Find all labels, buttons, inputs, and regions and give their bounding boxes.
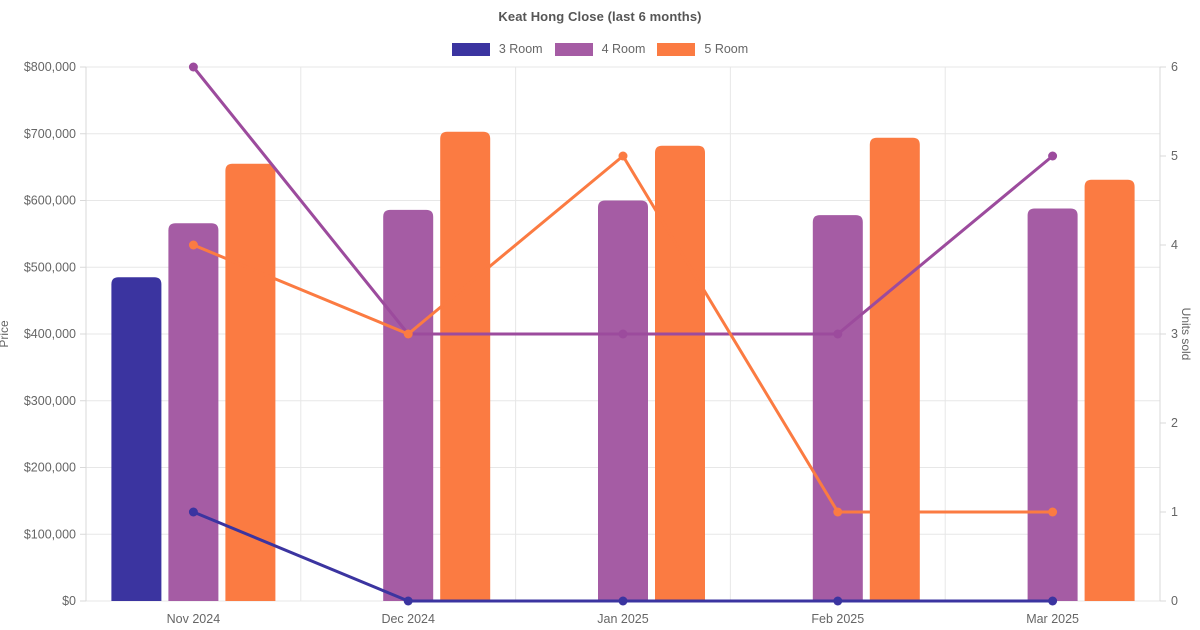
legend-label-4-room: 4 Room — [601, 42, 646, 56]
y-left-tick-label: $100,000 — [24, 527, 76, 541]
bar-4-room-jan-2025 — [598, 200, 648, 601]
x-tick-label-jan-2025: Jan 2025 — [597, 612, 648, 626]
y-right-tick-label: 2 — [1171, 416, 1178, 430]
x-tick-label-dec-2024: Dec 2024 — [381, 612, 435, 626]
y-left-tick-label: $600,000 — [24, 194, 76, 208]
point-5-room-nov-2024 — [188, 240, 198, 250]
legend-swatch-4-room-icon — [554, 42, 593, 56]
bar-4-room-mar-2025 — [1027, 208, 1078, 601]
y-right-tick-label: 5 — [1171, 149, 1178, 163]
legend: 3 Room 4 Room 5 Room — [0, 42, 1200, 56]
legend-label-5-room: 5 Room — [704, 42, 749, 56]
bar-4-room-nov-2024 — [168, 223, 219, 601]
bar-5-room-feb-2025 — [869, 137, 920, 601]
y-right-tick-label: 4 — [1171, 238, 1178, 252]
bar-4-room-feb-2025 — [812, 215, 863, 601]
legend-item-3-room[interactable]: 3 Room — [451, 42, 543, 56]
point-4-room-jan-2025 — [618, 329, 628, 339]
x-tick-label-nov-2024: Nov 2024 — [167, 612, 221, 626]
point-5-room-jan-2025 — [618, 151, 628, 161]
y-right-tick-label: 6 — [1171, 60, 1178, 74]
bar-5-room-mar-2025 — [1084, 179, 1135, 601]
point-3-room-feb-2025 — [833, 596, 843, 606]
bar-4-room-dec-2024 — [383, 209, 434, 601]
point-3-room-jan-2025 — [618, 596, 628, 606]
point-5-room-feb-2025 — [833, 507, 843, 517]
bar-5-room-dec-2024 — [440, 131, 491, 601]
y-right-tick-label: 3 — [1171, 327, 1178, 341]
legend-item-4-room[interactable]: 4 Room — [554, 42, 646, 56]
bar-5-room-jan-2025 — [655, 145, 705, 601]
legend-label-3-room: 3 Room — [498, 42, 543, 56]
x-tick-label-feb-2025: Feb 2025 — [811, 612, 864, 626]
point-3-room-nov-2024 — [188, 507, 198, 517]
y-right-tick-label: 0 — [1171, 594, 1178, 608]
y-left-tick-label: $500,000 — [24, 260, 76, 274]
point-5-room-dec-2024 — [403, 329, 413, 339]
point-3-room-dec-2024 — [403, 596, 413, 606]
legend-swatch-5-room-icon — [657, 42, 696, 56]
point-5-room-mar-2025 — [1048, 507, 1058, 517]
x-tick-label-mar-2025: Mar 2025 — [1026, 612, 1079, 626]
bar-3-room-nov-2024 — [111, 277, 162, 601]
y-left-tick-label: $700,000 — [24, 127, 76, 141]
legend-item-5-room[interactable]: 5 Room — [657, 42, 748, 56]
point-4-room-feb-2025 — [833, 329, 843, 339]
y-left-tick-label: $300,000 — [24, 394, 76, 408]
y-right-tick-label: 1 — [1171, 505, 1178, 519]
y-left-tick-label: $400,000 — [24, 327, 76, 341]
chart-title: Keat Hong Close (last 6 months) — [498, 9, 702, 24]
point-4-room-nov-2024 — [188, 62, 198, 72]
point-4-room-mar-2025 — [1048, 151, 1058, 161]
legend-swatch-3-room-icon — [451, 42, 490, 56]
point-3-room-mar-2025 — [1048, 596, 1058, 606]
y-left-tick-label: $0 — [62, 594, 76, 608]
y-left-tick-label: $200,000 — [24, 461, 76, 475]
y-left-tick-label: $800,000 — [24, 60, 76, 74]
